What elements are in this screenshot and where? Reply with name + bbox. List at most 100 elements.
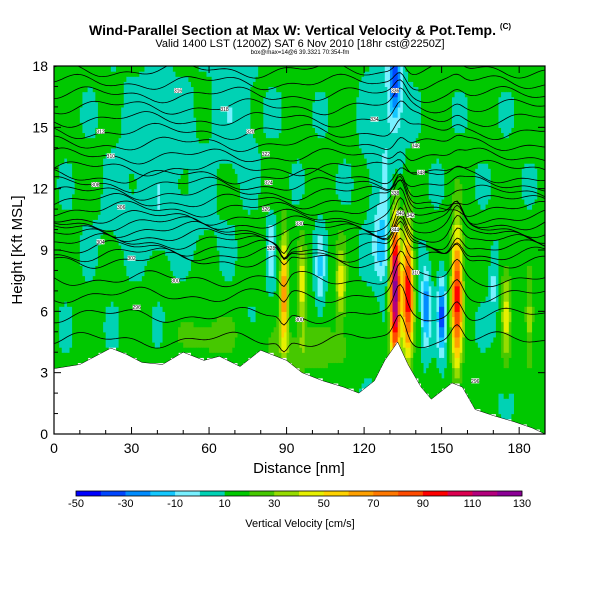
field-cell [392,331,396,343]
field-cell [276,137,280,318]
field-cell [268,66,272,88]
contour-label-bg [220,106,229,112]
contour-label-bg [396,210,405,216]
field-cell [144,66,148,266]
field-cell [340,204,345,231]
field-cell [216,352,220,358]
field-cell [426,290,430,323]
field-cell [333,362,337,384]
field-cell [467,66,471,399]
field-cell [131,193,135,282]
field-cell [454,285,458,312]
field-cell [506,137,510,266]
field-cell [172,66,177,72]
field-cell [454,239,458,251]
field-cell [532,66,536,164]
field-cell [462,132,466,236]
field-cell [317,255,321,277]
field-cell [433,285,438,358]
theta-contour [54,147,545,165]
field-cell [405,66,409,72]
field-cell [454,91,458,134]
field-cell [312,326,316,369]
field-cell [408,239,412,246]
field-cell [255,66,259,77]
field-cell [397,275,401,302]
field-cell [400,270,404,312]
field-cell [451,367,456,384]
field-cell [90,280,94,358]
theta-contour [54,262,545,304]
field-cell [209,229,213,328]
field-cell [224,280,228,318]
field-cell [366,285,370,379]
field-cell [451,224,456,246]
y-tick-label: 18 [32,58,48,74]
field-cell [508,321,512,358]
theta-contour [54,237,545,269]
field-cell [410,229,414,251]
field-cell [234,239,239,261]
theta-contour [54,134,545,152]
field-cell [252,137,257,210]
field-cell [462,362,466,389]
field-cell [255,142,259,210]
field-cell [131,280,135,358]
field-cell [503,331,507,353]
field-cell [426,336,430,348]
field-cell [433,357,438,399]
field-cell [59,204,63,307]
field-cell [338,296,342,312]
field-cell [159,342,164,364]
field-cell [211,321,215,353]
field-cell [103,331,107,353]
field-cell [206,326,210,348]
field-cell [315,255,319,277]
field-cell [335,193,339,241]
colorbar-swatch [76,491,102,496]
field-cell [524,204,528,307]
field-cell [304,244,308,369]
field-cell [327,362,332,384]
x-axis-label: Distance [nm] [253,460,345,477]
field-cell [185,66,189,77]
contour-label: 308 [91,182,100,189]
field-cell [369,193,373,287]
contour-label-bg [406,212,415,218]
field-cell [273,66,277,88]
field-cell [105,66,109,154]
field-cell [258,193,262,353]
field-cell [320,326,324,369]
field-cell [281,234,285,246]
field-cell [482,66,487,164]
field-cell [291,66,295,164]
field-cell [317,137,321,215]
field-cell [283,331,288,353]
field-cell [418,132,422,241]
field-cell [408,347,412,358]
field-cell [59,347,63,369]
field-cell [247,214,251,307]
field-cell [188,66,192,82]
field-cell [529,331,533,369]
field-cell [420,326,425,364]
field-cell [56,178,60,190]
field-cell [392,265,396,282]
field-cell [190,86,195,261]
contour-label-text: 304 [96,240,105,246]
field-cell [498,127,502,394]
field-cell [252,66,257,82]
field-cell [475,168,479,200]
field-cell [451,260,456,282]
field-cell [302,168,306,195]
field-cell [110,229,115,302]
colorbar-swatch [373,491,399,496]
field-cell [402,270,407,318]
theta-contour [54,66,545,79]
field-cell [361,76,365,154]
field-cell [283,229,288,246]
field-cell [268,137,272,210]
field-cell [418,66,422,93]
field-cell [206,347,210,358]
field-cell [400,66,404,113]
